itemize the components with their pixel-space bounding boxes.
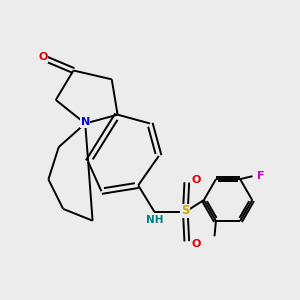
Text: O: O	[191, 175, 201, 185]
Text: NH: NH	[146, 215, 163, 225]
Text: S: S	[181, 204, 190, 217]
Text: N: N	[81, 117, 90, 127]
Text: O: O	[191, 238, 201, 249]
Text: F: F	[257, 171, 265, 181]
Text: O: O	[38, 52, 48, 62]
